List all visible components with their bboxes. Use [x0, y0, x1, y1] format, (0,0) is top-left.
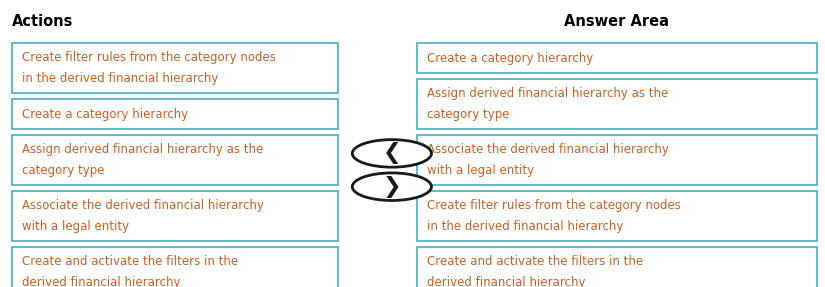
- FancyBboxPatch shape: [417, 247, 817, 287]
- Text: Assign derived financial hierarchy as the: Assign derived financial hierarchy as th…: [22, 143, 263, 156]
- Text: with a legal entity: with a legal entity: [427, 164, 534, 177]
- Text: Create a category hierarchy: Create a category hierarchy: [427, 52, 593, 65]
- FancyBboxPatch shape: [12, 191, 338, 241]
- Text: ❯: ❯: [383, 176, 401, 198]
- Text: Associate the derived financial hierarchy: Associate the derived financial hierarch…: [22, 199, 264, 212]
- Text: Create filter rules from the category nodes: Create filter rules from the category no…: [22, 51, 276, 64]
- Text: derived financial hierarchy: derived financial hierarchy: [427, 276, 585, 287]
- Text: with a legal entity: with a legal entity: [22, 220, 130, 233]
- FancyBboxPatch shape: [12, 43, 338, 93]
- FancyBboxPatch shape: [417, 43, 817, 73]
- Text: category type: category type: [427, 108, 509, 121]
- Text: derived financial hierarchy: derived financial hierarchy: [22, 276, 181, 287]
- Text: Associate the derived financial hierarchy: Associate the derived financial hierarch…: [427, 143, 668, 156]
- FancyBboxPatch shape: [12, 99, 338, 129]
- Text: Answer Area: Answer Area: [564, 14, 669, 29]
- FancyBboxPatch shape: [417, 135, 817, 185]
- Text: Actions: Actions: [12, 14, 73, 29]
- Circle shape: [352, 139, 431, 167]
- FancyBboxPatch shape: [417, 79, 817, 129]
- Text: Create a category hierarchy: Create a category hierarchy: [22, 108, 189, 121]
- Text: Assign derived financial hierarchy as the: Assign derived financial hierarchy as th…: [427, 87, 667, 100]
- Text: in the derived financial hierarchy: in the derived financial hierarchy: [22, 73, 219, 86]
- Text: Create and activate the filters in the: Create and activate the filters in the: [22, 255, 238, 267]
- Circle shape: [352, 173, 431, 200]
- FancyBboxPatch shape: [12, 135, 338, 185]
- FancyBboxPatch shape: [12, 247, 338, 287]
- Text: ❮: ❮: [383, 142, 401, 164]
- Text: Create filter rules from the category nodes: Create filter rules from the category no…: [427, 199, 681, 212]
- Text: Create and activate the filters in the: Create and activate the filters in the: [427, 255, 643, 267]
- Text: in the derived financial hierarchy: in the derived financial hierarchy: [427, 220, 623, 233]
- FancyBboxPatch shape: [417, 191, 817, 241]
- Text: category type: category type: [22, 164, 105, 177]
